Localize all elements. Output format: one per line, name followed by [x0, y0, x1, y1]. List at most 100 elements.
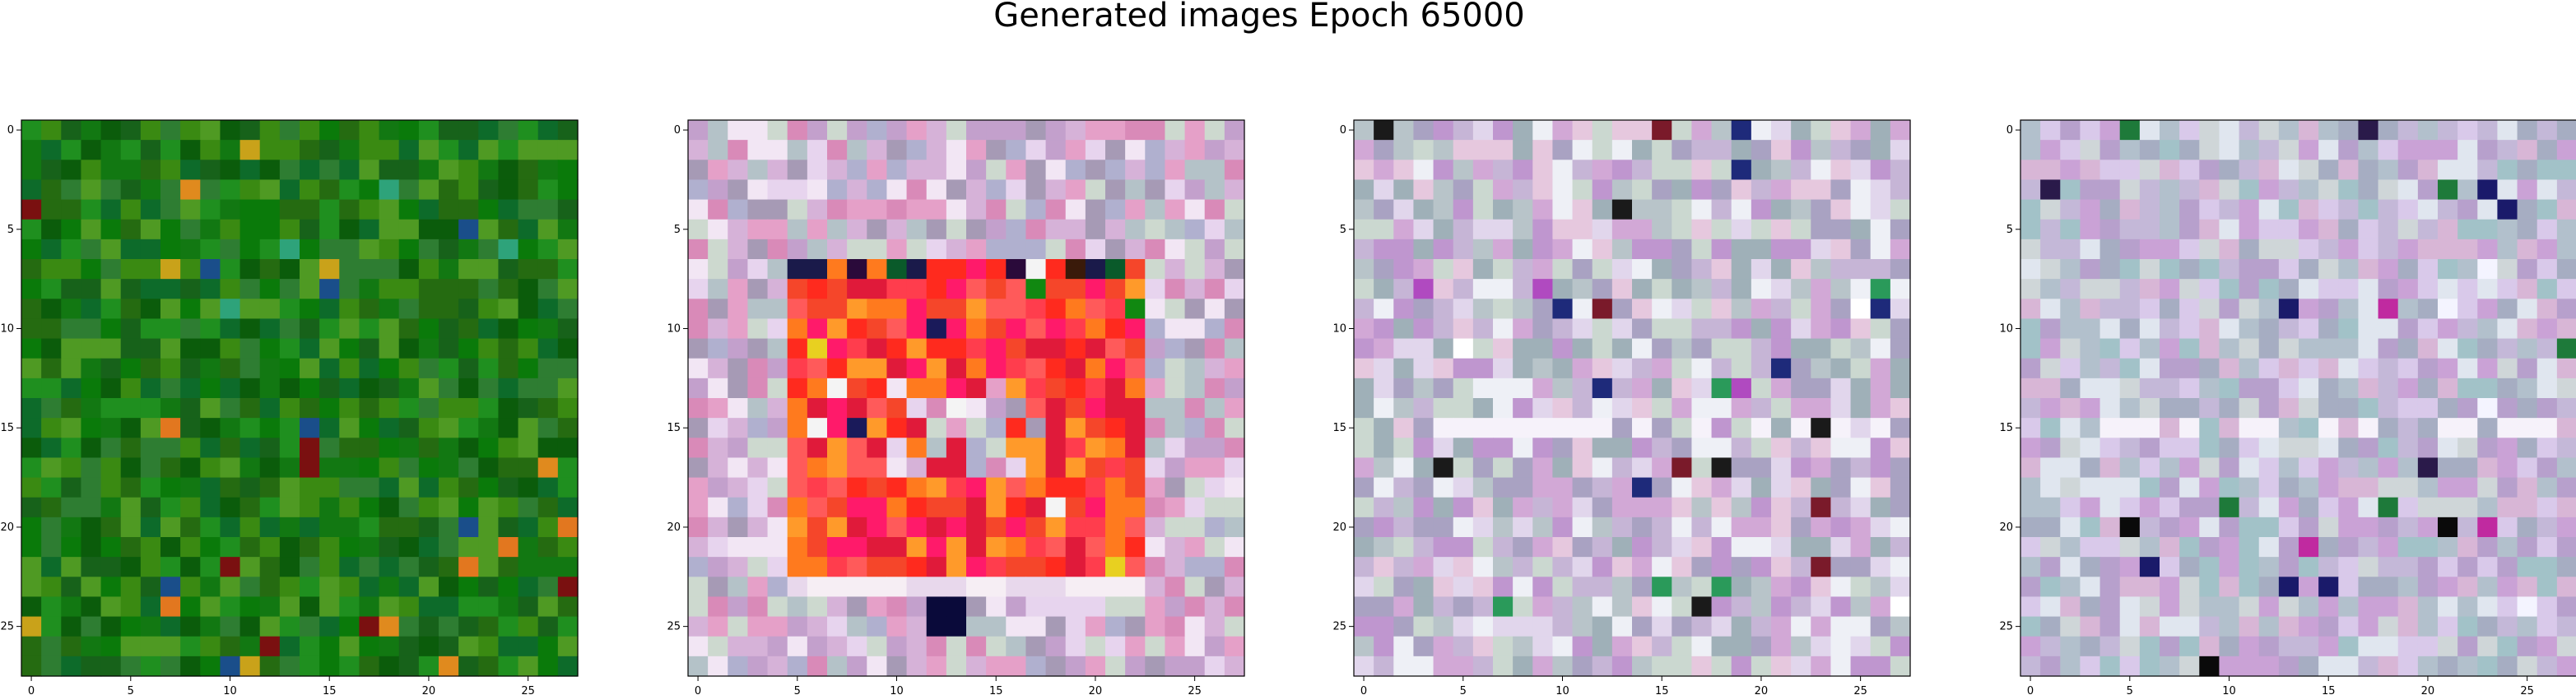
pixel-cell — [339, 398, 360, 419]
pixel-cell — [1711, 259, 1732, 280]
pixel-cell — [557, 358, 579, 379]
pixel-cell — [2536, 656, 2558, 677]
pixel-cell — [728, 537, 749, 558]
pixel-cell — [1791, 656, 1811, 677]
pixel-cell — [2179, 358, 2200, 379]
pixel-cell — [2139, 438, 2160, 459]
pixel-cell — [2119, 160, 2141, 181]
pixel-cell — [1611, 438, 1633, 459]
pixel-cell — [1165, 259, 1186, 280]
pixel-cell — [2438, 160, 2458, 181]
pixel-cell — [2556, 378, 2576, 399]
pixel-cell — [1453, 477, 1474, 498]
pixel-cell — [1691, 318, 1713, 340]
pixel-cell — [2318, 577, 2339, 598]
pixel-cell — [2179, 239, 2200, 260]
pixel-cell — [220, 596, 241, 618]
pixel-cell — [2160, 279, 2180, 299]
pixel-cell — [1771, 497, 1792, 518]
pixel-cell — [2417, 557, 2439, 577]
pixel-cell — [2457, 497, 2478, 518]
pixel-cell — [1184, 338, 1206, 359]
pixel-cell — [1691, 140, 1713, 160]
pixel-cell — [1552, 358, 1574, 379]
pixel-cell — [220, 358, 241, 379]
pixel-cell — [319, 418, 340, 438]
pixel-cell — [140, 596, 161, 618]
pixel-cell — [1552, 577, 1574, 598]
pixel-cell — [61, 160, 82, 181]
pixel-cell — [2358, 259, 2379, 280]
pixel-cell — [926, 199, 947, 220]
pixel-cell — [81, 338, 102, 359]
pixel-cell — [807, 497, 828, 518]
pixel-cell — [2080, 497, 2101, 518]
pixel-cell — [2099, 537, 2121, 558]
pixel-cell — [1085, 378, 1106, 399]
pixel-cell — [2477, 338, 2499, 359]
pixel-cell — [81, 457, 102, 479]
pixel-cell — [787, 338, 808, 359]
pixel-cell — [2080, 477, 2101, 498]
pixel-cell — [867, 497, 888, 518]
pixel-cell — [2239, 596, 2260, 618]
pixel-cell — [1611, 537, 1633, 558]
pixel-cell — [847, 636, 867, 657]
pixel-cell — [1532, 140, 1554, 160]
pixel-cell — [1006, 557, 1027, 577]
pixel-cell — [2020, 140, 2041, 160]
pixel-cell — [867, 557, 888, 577]
pixel-cell — [458, 140, 479, 160]
pixel-cell — [339, 636, 360, 657]
pixel-cell — [2517, 358, 2538, 379]
y-tick-label: 15 — [0, 422, 14, 434]
pixel-cell — [21, 398, 42, 419]
pixel-cell — [2199, 477, 2220, 498]
pixel-cell — [1165, 418, 1186, 438]
pixel-cell — [1472, 179, 1494, 201]
pixel-cell — [1025, 378, 1047, 399]
pixel-cell — [1672, 497, 1693, 518]
pixel-cell — [259, 517, 281, 538]
pixel-cell — [2417, 378, 2439, 399]
pixel-cell — [1374, 616, 1394, 637]
pixel-cell — [2219, 160, 2240, 181]
pixel-cell — [1572, 557, 1593, 577]
pixel-cell — [2160, 457, 2180, 479]
pixel-cell — [986, 577, 1007, 598]
pixel-cell — [946, 318, 967, 340]
pixel-cell — [120, 259, 142, 280]
pixel-cell — [867, 477, 888, 498]
pixel-cell — [498, 239, 519, 260]
pixel-cell — [1791, 160, 1811, 181]
pixel-cell — [1453, 398, 1474, 419]
pixel-cell — [160, 557, 181, 577]
pixel-cell — [2219, 517, 2240, 538]
pixel-cell — [61, 318, 82, 340]
pixel-cell — [1572, 338, 1593, 359]
pixel-cell — [1811, 338, 1832, 359]
pixel-cell — [1513, 477, 1533, 498]
pixel-cell — [986, 438, 1007, 459]
pixel-cell — [100, 398, 122, 419]
pixel-cell — [2358, 596, 2379, 618]
pixel-cell — [1731, 318, 1752, 340]
pixel-cell — [1830, 140, 1852, 160]
pixel-cell — [557, 160, 579, 181]
pixel-cell — [1811, 537, 1832, 558]
pixel-cell — [1413, 457, 1434, 479]
pixel-cell — [398, 299, 420, 320]
pixel-cell — [1413, 338, 1434, 359]
pixel-cell — [180, 299, 201, 320]
pixel-cell — [2239, 537, 2260, 558]
pixel-cell — [2397, 636, 2419, 657]
pixel-cell — [1125, 557, 1146, 577]
pixel-cell — [1711, 338, 1732, 359]
pixel-cell — [986, 378, 1007, 399]
pixel-cell — [1672, 537, 1693, 558]
pixel-cell — [2358, 438, 2379, 459]
pixel-cell — [160, 160, 181, 181]
